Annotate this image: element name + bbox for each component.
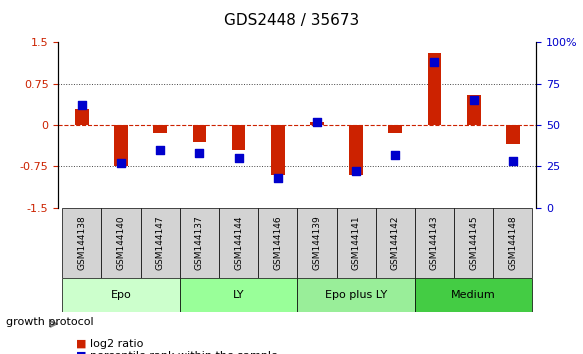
- FancyBboxPatch shape: [141, 208, 180, 279]
- Text: Epo: Epo: [111, 290, 131, 300]
- Point: [117, 160, 126, 166]
- Text: GSM144139: GSM144139: [312, 216, 321, 270]
- Bar: [388, 125, 402, 133]
- Bar: [75, 109, 89, 125]
- Text: GSM144146: GSM144146: [273, 216, 282, 270]
- Text: LY: LY: [233, 290, 244, 300]
- Point: [77, 102, 86, 108]
- Text: ■: ■: [76, 339, 86, 349]
- Bar: [192, 125, 206, 142]
- FancyBboxPatch shape: [101, 208, 141, 279]
- FancyBboxPatch shape: [297, 279, 415, 312]
- FancyBboxPatch shape: [219, 208, 258, 279]
- Bar: [427, 53, 441, 125]
- Bar: [310, 122, 324, 125]
- Text: GSM144142: GSM144142: [391, 216, 400, 270]
- FancyBboxPatch shape: [62, 279, 180, 312]
- Text: GSM144145: GSM144145: [469, 216, 478, 270]
- Point: [273, 175, 282, 181]
- Point: [430, 59, 439, 65]
- FancyBboxPatch shape: [180, 208, 219, 279]
- Point: [312, 119, 322, 125]
- FancyBboxPatch shape: [258, 208, 297, 279]
- Bar: [467, 95, 480, 125]
- FancyBboxPatch shape: [454, 208, 493, 279]
- Text: percentile rank within the sample: percentile rank within the sample: [90, 351, 278, 354]
- Text: GSM144138: GSM144138: [78, 216, 86, 270]
- Text: growth protocol: growth protocol: [6, 317, 93, 327]
- FancyBboxPatch shape: [415, 279, 532, 312]
- FancyBboxPatch shape: [415, 208, 454, 279]
- Text: GSM144148: GSM144148: [508, 216, 517, 270]
- Point: [391, 152, 400, 158]
- Text: GSM144143: GSM144143: [430, 216, 439, 270]
- Bar: [231, 125, 245, 150]
- Point: [156, 147, 165, 153]
- Text: GSM144144: GSM144144: [234, 216, 243, 270]
- Point: [234, 155, 243, 161]
- Bar: [349, 125, 363, 175]
- Point: [195, 150, 204, 156]
- FancyBboxPatch shape: [180, 279, 297, 312]
- Text: GSM144137: GSM144137: [195, 216, 204, 270]
- Text: Medium: Medium: [451, 290, 496, 300]
- Bar: [506, 125, 519, 144]
- FancyBboxPatch shape: [62, 208, 101, 279]
- Text: ■: ■: [76, 351, 86, 354]
- Point: [508, 159, 518, 164]
- Text: log2 ratio: log2 ratio: [90, 339, 144, 349]
- Text: GSM144141: GSM144141: [352, 216, 361, 270]
- FancyBboxPatch shape: [493, 208, 532, 279]
- FancyBboxPatch shape: [336, 208, 375, 279]
- Bar: [271, 125, 285, 175]
- Bar: [153, 125, 167, 133]
- Point: [352, 169, 361, 174]
- Text: GSM144147: GSM144147: [156, 216, 164, 270]
- Point: [469, 97, 478, 103]
- FancyBboxPatch shape: [297, 208, 336, 279]
- Text: GDS2448 / 35673: GDS2448 / 35673: [224, 13, 359, 28]
- FancyBboxPatch shape: [375, 208, 415, 279]
- Text: GSM144140: GSM144140: [117, 216, 125, 270]
- Bar: [114, 125, 128, 166]
- Text: Epo plus LY: Epo plus LY: [325, 290, 387, 300]
